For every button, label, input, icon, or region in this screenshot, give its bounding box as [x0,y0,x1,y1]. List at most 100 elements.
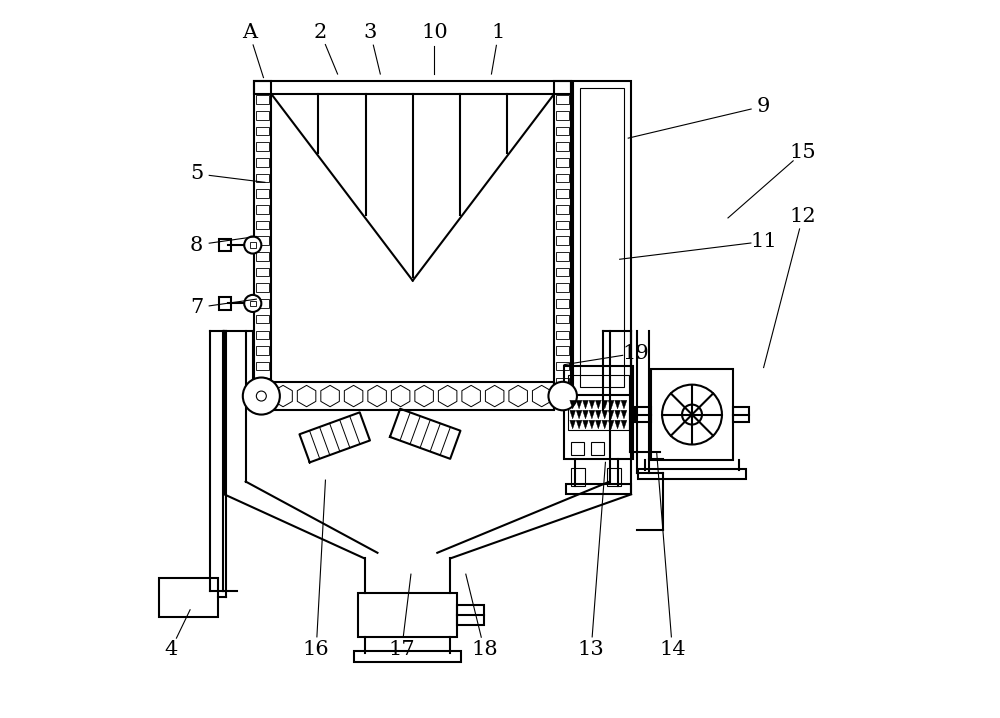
Text: 10: 10 [421,23,448,42]
Polygon shape [576,401,582,409]
Text: 9: 9 [757,97,770,116]
Bar [256,236,269,245]
Circle shape [244,236,261,253]
Polygon shape [615,420,620,429]
Bar [256,142,269,151]
Bar [556,127,569,135]
Polygon shape [602,401,608,409]
Bar [256,330,269,339]
Circle shape [243,378,280,414]
Polygon shape [583,401,588,409]
Bar [556,362,569,370]
Bar [651,369,733,460]
Bar [256,252,269,261]
Bar [250,301,256,307]
Bar [556,174,569,182]
Polygon shape [589,401,595,409]
Polygon shape [570,420,576,429]
Bar [219,238,231,251]
Bar [256,378,269,386]
Bar [256,127,269,135]
Polygon shape [589,420,595,429]
Bar [564,366,633,459]
Bar [358,592,457,637]
Bar [607,468,621,486]
Text: 5: 5 [190,164,203,183]
Text: 14: 14 [659,640,686,659]
Polygon shape [595,420,601,429]
Text: 16: 16 [303,640,330,659]
Polygon shape [621,420,627,429]
Polygon shape [583,410,588,419]
Bar [219,297,231,310]
Polygon shape [602,420,608,429]
Circle shape [662,385,722,444]
Text: 1: 1 [492,23,505,42]
Polygon shape [595,401,601,409]
Bar [580,88,624,388]
Bar [256,158,269,167]
Text: 7: 7 [190,298,203,317]
Text: A: A [242,23,257,42]
Bar [638,469,746,479]
Bar [556,330,569,339]
Text: 19: 19 [622,344,649,363]
Bar [254,81,271,395]
Bar [256,362,269,370]
Text: 2: 2 [314,23,327,42]
Text: 8: 8 [190,236,203,254]
Bar [556,268,569,276]
Polygon shape [595,410,601,419]
Bar [256,190,269,198]
Text: 18: 18 [471,640,498,659]
Polygon shape [583,420,588,429]
Polygon shape [576,410,582,419]
Polygon shape [570,410,576,419]
Polygon shape [615,401,620,409]
Bar [354,651,461,662]
Bar [556,158,569,167]
Polygon shape [576,420,582,429]
Bar [556,378,569,386]
Bar [571,468,585,486]
Bar [256,221,269,229]
Polygon shape [621,410,627,419]
Bar [556,221,569,229]
Polygon shape [570,401,576,409]
Bar [635,406,651,422]
Bar [556,205,569,214]
Text: 15: 15 [789,143,816,162]
Bar [733,406,749,422]
Bar [159,578,218,617]
Polygon shape [589,410,595,419]
Polygon shape [608,420,614,429]
Bar [256,111,269,120]
Bar [568,375,629,430]
Bar [256,205,269,214]
Bar [556,284,569,292]
Bar [591,442,604,455]
Circle shape [244,295,261,312]
Bar [556,142,569,151]
Circle shape [682,405,702,424]
Text: 11: 11 [750,232,777,251]
Bar [556,314,569,323]
Bar [566,485,631,495]
Bar [556,111,569,120]
Bar [573,81,631,395]
Text: 4: 4 [164,640,177,659]
Bar [256,284,269,292]
Polygon shape [621,401,627,409]
Bar [256,95,269,104]
Bar [556,95,569,104]
Text: 3: 3 [364,23,377,42]
Bar [556,252,569,261]
Bar [256,314,269,323]
Circle shape [548,382,577,410]
Bar [556,190,569,198]
Bar [256,268,269,276]
Bar [554,81,571,395]
Bar [256,299,269,308]
Bar [571,442,584,455]
Bar [271,382,554,410]
